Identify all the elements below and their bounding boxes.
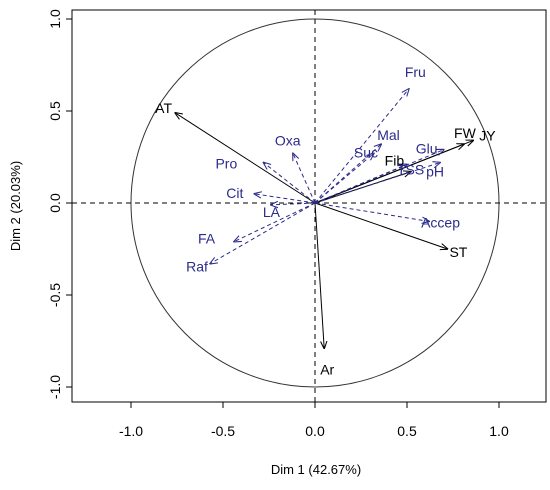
label-fw: FW (454, 125, 477, 141)
label-fib: Fib (385, 153, 405, 169)
variable-vectors (175, 89, 473, 348)
x-tick-label: 0.5 (397, 423, 417, 439)
label-pro: Pro (215, 156, 237, 172)
y-tick-label: 0.5 (47, 101, 63, 121)
label-ph: pH (426, 164, 444, 180)
label-fru: Fru (405, 64, 426, 80)
label-oxa: Oxa (275, 132, 301, 148)
vector-ph (314, 163, 440, 204)
y-tick-label: 1.0 (47, 9, 63, 29)
vector-ar (314, 202, 324, 348)
vector-cit (254, 194, 316, 204)
vector-st (314, 202, 447, 249)
label-la: LA (263, 204, 281, 220)
vector-pro (263, 163, 316, 204)
x-tick-label: 1.0 (489, 423, 509, 439)
vector-at (175, 113, 316, 204)
vector-raf (210, 202, 316, 264)
vector-la (271, 203, 316, 205)
vector-fa (234, 202, 316, 242)
y-tick-label: -0.5 (47, 283, 63, 307)
plot-frame (71, 9, 547, 403)
label-raf: Raf (186, 259, 208, 275)
x-tick-label: -0.5 (211, 423, 235, 439)
label-st: ST (449, 244, 467, 260)
label-tss: TSS (397, 161, 424, 177)
label-glu: Glu (416, 141, 438, 157)
label-mal: Mal (377, 127, 400, 143)
label-ar: Ar (320, 361, 334, 377)
label-at: AT (155, 100, 172, 116)
x-tick-label: 0.0 (305, 423, 325, 439)
y-axis-title: Dim 2 (20.03%) (8, 161, 23, 251)
label-cit: Cit (226, 185, 243, 201)
y-tick-label: 0.0 (47, 193, 63, 213)
x-axis-title: Dim 1 (42.67%) (271, 462, 361, 477)
vector-accep (314, 202, 429, 221)
label-accep: Accep (421, 214, 460, 230)
label-fa: FA (198, 231, 216, 247)
vector-oxa (293, 153, 316, 204)
y-tick-label: -1.0 (47, 375, 63, 399)
x-axis-ticks: -1.0 -0.5 0.0 0.5 1.0 (119, 402, 509, 439)
vector-suc (314, 153, 374, 204)
y-axis-ticks: -1.0 -0.5 0.0 0.5 1.0 (47, 9, 72, 399)
x-tick-label: -1.0 (119, 423, 143, 439)
vector-tss (314, 164, 407, 204)
label-suc: Suc (354, 144, 378, 160)
vector-fru (314, 89, 409, 204)
vector-jy (314, 140, 473, 204)
label-jy: JY (479, 127, 496, 143)
